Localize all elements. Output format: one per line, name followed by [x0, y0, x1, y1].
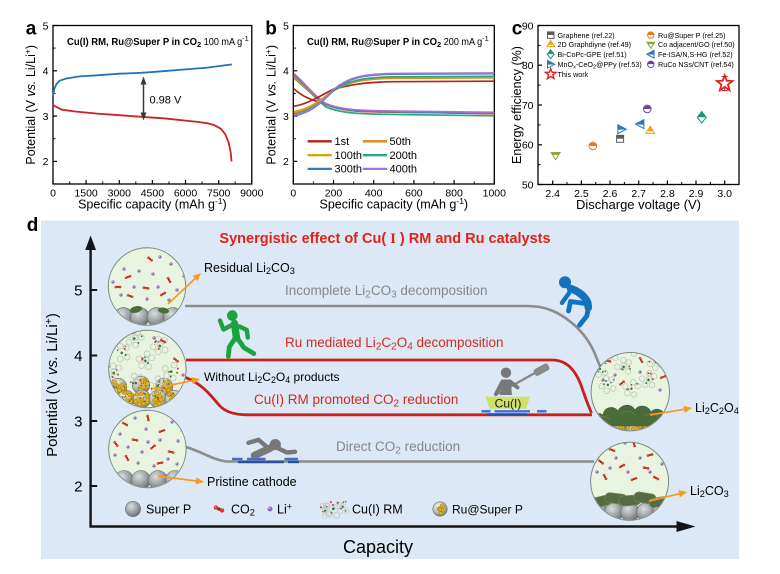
- svg-text:Ru@Super P (ref.25): Ru@Super P (ref.25): [658, 31, 726, 40]
- svg-text:Li2C2O4: Li2C2O4: [695, 401, 739, 416]
- svg-text:4: 4: [74, 348, 82, 365]
- svg-text:Ru mediated Li2C2O4 decomposit: Ru mediated Li2C2O4 decomposition: [285, 335, 504, 352]
- svg-text:2: 2: [43, 156, 49, 168]
- svg-text:1st: 1st: [335, 136, 350, 148]
- svg-text:Direct CO2 reduction: Direct CO2 reduction: [336, 439, 460, 456]
- svg-text:4500: 4500: [141, 188, 165, 200]
- svg-text:Fe-ISA/N,S-HG (ref.52): Fe-ISA/N,S-HG (ref.52): [658, 50, 733, 59]
- svg-text:Energy efficiency (%): Energy efficiency (%): [510, 46, 524, 164]
- svg-text:Specific capacity (mAh g-1): Specific capacity (mAh g-1): [78, 196, 227, 212]
- svg-text:Graphene (ref.22): Graphene (ref.22): [558, 31, 615, 40]
- svg-text:2.5: 2.5: [574, 188, 589, 200]
- svg-text:c: c: [512, 19, 523, 40]
- svg-text:Bi-CoPc-GPE (ref.51): Bi-CoPc-GPE (ref.51): [558, 50, 627, 59]
- svg-text:Cu(I) RM: Cu(I) RM: [352, 503, 403, 517]
- svg-text:CO2: CO2: [231, 503, 255, 518]
- svg-text:Potential (V vs. Li/Li+): Potential (V vs. Li/Li+): [43, 313, 61, 457]
- svg-text:100th: 100th: [335, 150, 363, 162]
- svg-text:1500: 1500: [74, 188, 98, 200]
- svg-text:0: 0: [290, 188, 296, 200]
- svg-text:Cu(I) RM, Ru@Super P in CO2 20: Cu(I) RM, Ru@Super P in CO2 200 mA g-1: [307, 34, 489, 49]
- svg-text:2.4: 2.4: [545, 188, 560, 200]
- svg-text:200: 200: [325, 188, 343, 200]
- svg-text:Specific capacity (mAh g-1): Specific capacity (mAh g-1): [320, 196, 469, 212]
- svg-text:4: 4: [283, 66, 289, 78]
- svg-text:1000: 1000: [483, 188, 507, 200]
- svg-text:Residual Li2CO3: Residual Li2CO3: [204, 261, 295, 276]
- svg-text:7500: 7500: [207, 188, 231, 200]
- svg-text:Discharge voltage (V): Discharge voltage (V): [576, 197, 701, 212]
- svg-text:RuCo NSs/CNT (ref.54): RuCo NSs/CNT (ref.54): [658, 60, 734, 69]
- svg-text:600: 600: [405, 188, 423, 200]
- svg-text:0.98 V: 0.98 V: [150, 95, 182, 107]
- svg-text:2: 2: [74, 478, 82, 495]
- svg-text:4: 4: [43, 66, 49, 78]
- svg-text:This work: This work: [558, 70, 589, 79]
- svg-text:50: 50: [522, 179, 534, 191]
- svg-text:3: 3: [43, 111, 49, 123]
- svg-text:70: 70: [522, 100, 534, 112]
- svg-text:300th: 300th: [335, 164, 363, 176]
- svg-text:Potential (V vs. Li/Li+): Potential (V vs. Li/Li+): [23, 45, 39, 165]
- svg-text:Capacity: Capacity: [343, 537, 413, 557]
- svg-text:Ru@Super P: Ru@Super P: [452, 503, 523, 517]
- svg-text:5: 5: [283, 20, 289, 32]
- svg-text:Incomplete Li2CO3 decompositio: Incomplete Li2CO3 decomposition: [285, 283, 487, 300]
- svg-text:Pristine cathode: Pristine cathode: [207, 475, 297, 489]
- svg-text:5: 5: [74, 282, 82, 299]
- svg-text:Without Li2C2O4 products: Without Li2C2O4 products: [204, 370, 340, 385]
- svg-text:Synergistic effect of Cu( I ): Synergistic effect of Cu( I ) RM and Ru …: [219, 231, 550, 247]
- svg-text:200th: 200th: [390, 150, 418, 162]
- svg-text:Potential (V vs. Li/Li+): Potential (V vs. Li/Li+): [263, 45, 279, 165]
- svg-text:80: 80: [522, 60, 534, 72]
- svg-text:2.8: 2.8: [660, 188, 675, 200]
- svg-text:2.7: 2.7: [631, 188, 646, 200]
- svg-text:60: 60: [522, 140, 534, 152]
- svg-text:3000: 3000: [108, 188, 132, 200]
- svg-text:3: 3: [283, 111, 289, 123]
- svg-text:Cu(I) RM promoted CO2 reductio: Cu(I) RM promoted CO2 reduction: [254, 392, 458, 409]
- svg-text:Li2CO3: Li2CO3: [690, 484, 729, 499]
- svg-text:Cu(I) RM, Ru@Super P in CO2 10: Cu(I) RM, Ru@Super P in CO2 100 mA g-1: [67, 34, 249, 49]
- svg-text:50th: 50th: [390, 136, 411, 148]
- svg-text:400th: 400th: [390, 164, 418, 176]
- svg-text:2D Graphdiyne (ref.49): 2D Graphdiyne (ref.49): [558, 40, 632, 49]
- svg-text:2.6: 2.6: [603, 188, 618, 200]
- svg-text:9000: 9000: [240, 188, 264, 200]
- svg-text:2: 2: [283, 156, 289, 168]
- svg-text:800: 800: [445, 188, 463, 200]
- svg-text:5: 5: [43, 20, 49, 32]
- svg-text:Super P: Super P: [146, 503, 191, 517]
- svg-text:400: 400: [365, 188, 383, 200]
- svg-text:3.0: 3.0: [717, 188, 732, 200]
- svg-text:6000: 6000: [174, 188, 198, 200]
- svg-text:MnOx-CeO2@PPy (ref.53): MnOx-CeO2@PPy (ref.53): [558, 60, 642, 71]
- svg-text:Co adjacent/GO (ref.50): Co adjacent/GO (ref.50): [658, 40, 735, 49]
- svg-text:3: 3: [74, 413, 82, 430]
- svg-text:d: d: [27, 215, 39, 236]
- svg-text:0: 0: [50, 188, 56, 200]
- svg-text:b: b: [265, 19, 277, 40]
- svg-text:2.9: 2.9: [689, 188, 704, 200]
- svg-text:Cu(I): Cu(I): [495, 397, 522, 411]
- svg-text:a: a: [26, 19, 37, 40]
- svg-text:90: 90: [522, 20, 534, 32]
